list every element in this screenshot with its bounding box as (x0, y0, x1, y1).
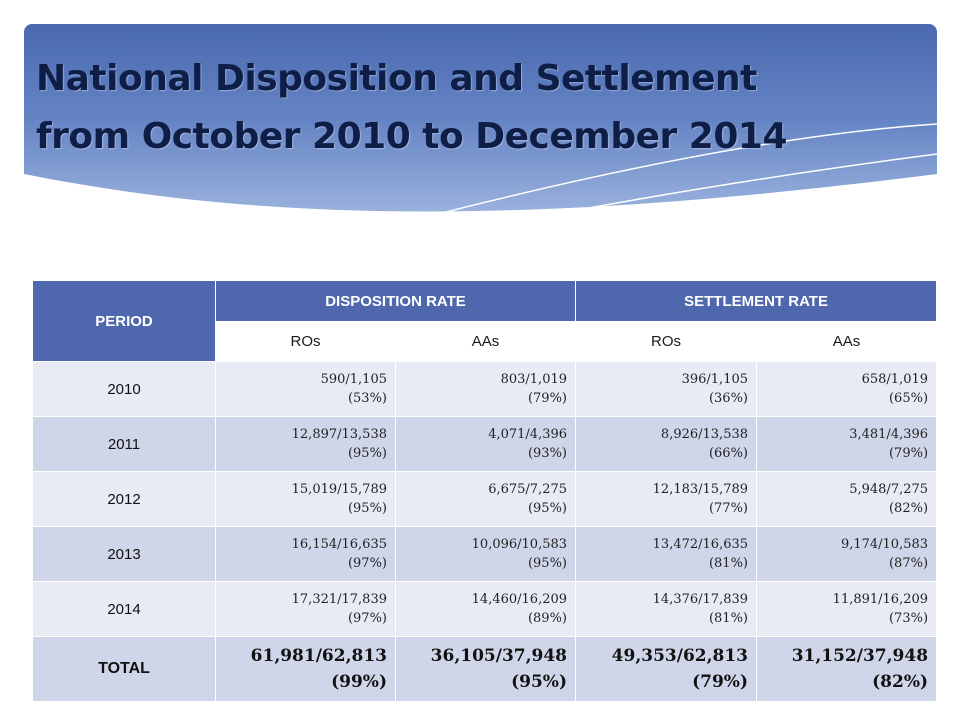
period-cell: 2010 (32, 361, 216, 417)
data-cell: 12,897/13,538 (95%) (215, 416, 396, 472)
table-row: 2013 16,154/16,635 (97%) 10,096/10,583 (95… (32, 526, 938, 582)
period-cell: 2012 (32, 471, 216, 527)
data-cell: 14,460/16,209 (89%) (394, 581, 577, 637)
disposition-rate-header: DISPOSITION RATE (214, 280, 577, 322)
data-cell: 10,096/10,583 (95%) (394, 526, 577, 582)
period-cell: 2011 (32, 416, 216, 472)
title-line-2: from October 2010 to December 2014 (36, 116, 788, 157)
total-cell: 49,353/62,813 (79%) (575, 636, 758, 702)
table-row: 2014 17,321/17,839 (97%) 14,460/16,209 (89… (32, 581, 938, 637)
subheader-ros: ROs (215, 321, 396, 362)
data-cell: 16,154/16,635 (97%) (215, 526, 396, 582)
header-row-2: ROs AAs ROs AAs (33, 321, 938, 362)
subheader-ros: ROs (575, 321, 758, 362)
data-cell: 14,376/17,839 (81%) (575, 581, 758, 637)
header-row-1: PERIOD DISPOSITION RATE SETTLEMENT RATE (32, 280, 938, 362)
disposition-settlement-table: PERIOD DISPOSITION RATE SETTLEMENT RATE … (32, 280, 938, 702)
data-cell: 803/1,019 (79%) (394, 361, 577, 417)
page-title: National Disposition and Settlement from… (36, 50, 788, 166)
data-cell: 396/1,105 (36%) (575, 361, 758, 417)
data-cell: 12,183/15,789 (77%) (575, 471, 758, 527)
data-cell: 3,481/4,396 (79%) (756, 416, 938, 472)
subheader-aas: AAs (394, 321, 577, 362)
subheader-aas: AAs (756, 321, 938, 362)
period-cell: 2013 (32, 526, 216, 582)
data-cell: 9,174/10,583 (87%) (756, 526, 938, 582)
total-label: TOTAL (32, 636, 216, 702)
data-cell: 15,019/15,789 (95%) (215, 471, 396, 527)
title-line-1: National Disposition and Settlement (36, 58, 757, 99)
decorative-swoosh (24, 123, 937, 236)
data-cell: 8,926/13,538 (66%) (575, 416, 758, 472)
data-cell: 11,891/16,209 (73%) (756, 581, 938, 637)
data-cell: 4,071/4,396 (93%) (394, 416, 577, 472)
settlement-rate-header: SETTLEMENT RATE (575, 280, 938, 322)
data-cell: 13,472/16,635 (81%) (575, 526, 758, 582)
total-cell: 61,981/62,813 (99%) (215, 636, 396, 702)
title-banner: National Disposition and Settlement from… (24, 24, 937, 236)
total-row: TOTAL 61,981/62,813 (99%) 36,105/37,948 (9… (32, 636, 938, 702)
table-row: 2012 15,019/15,789 (95%) 6,675/7,275 (95%)… (32, 471, 938, 527)
table-row: 2011 12,897/13,538 (95%) 4,071/4,396 (93%)… (32, 416, 938, 472)
period-header: PERIOD (32, 280, 216, 362)
table-row: 2010 590/1,105 (53%) 803/1,019 (79%) 396/1… (32, 361, 938, 417)
data-cell: 6,675/7,275 (95%) (394, 471, 577, 527)
data-cell: 590/1,105 (53%) (215, 361, 396, 417)
period-cell: 2014 (32, 581, 216, 637)
total-cell: 31,152/37,948 (82%) (756, 636, 938, 702)
data-cell: 658/1,019 (65%) (756, 361, 938, 417)
data-cell: 17,321/17,839 (97%) (215, 581, 396, 637)
data-cell: 5,948/7,275 (82%) (756, 471, 938, 527)
total-cell: 36,105/37,948 (95%) (394, 636, 577, 702)
